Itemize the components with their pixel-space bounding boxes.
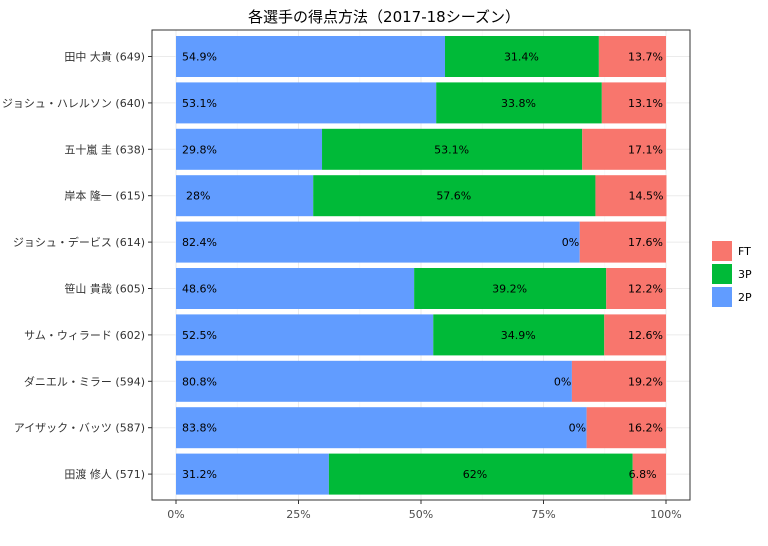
- bar-3p-9: [328, 453, 633, 495]
- data-label-ft-6: 12.6%: [628, 329, 663, 342]
- bar-ft-2: [582, 128, 666, 170]
- bar-ft-7: [571, 360, 666, 402]
- data-label-ft-5: 12.2%: [628, 283, 663, 296]
- bar-3p-3: [313, 175, 596, 217]
- bar-2p-0: [176, 36, 446, 77]
- data-label-2p-2: 29.8%: [182, 143, 217, 156]
- bar-2p-3: [176, 175, 314, 217]
- data-label-ft-7: 19.2%: [628, 375, 663, 388]
- data-label-2p-8: 83.8%: [182, 422, 217, 435]
- bar-ft-0: [598, 36, 666, 77]
- y-tick-label: アイザック・バッツ (587): [14, 422, 145, 435]
- bar-ft-3: [595, 175, 667, 217]
- data-label-3p-5: 39.2%: [492, 283, 527, 296]
- data-label-3p-6: 34.9%: [501, 329, 536, 342]
- data-label-ft-2: 17.1%: [628, 143, 663, 156]
- bar-2p-8: [176, 407, 587, 449]
- bar-2p-5: [176, 268, 415, 309]
- y-tick-label: 笹山 貴哉 (605): [64, 282, 145, 296]
- bar-2p-9: [176, 453, 329, 495]
- bar-ft-8: [586, 407, 666, 449]
- data-label-ft-0: 13.7%: [628, 51, 663, 64]
- data-label-2p-5: 48.6%: [182, 283, 217, 296]
- legend-label-3p: 3P: [738, 268, 752, 281]
- y-tick-label: 田中 大貴 (649): [64, 50, 145, 64]
- bar-ft-6: [604, 314, 666, 356]
- bar-3p-0: [445, 36, 599, 77]
- y-tick-label: ダニエル・ミラー (594): [24, 374, 145, 388]
- data-label-3p-7: 0%: [554, 375, 571, 388]
- legend-label-2p: 2P: [738, 291, 752, 304]
- bar-ft-1: [601, 82, 666, 124]
- bar-3p-2: [322, 128, 583, 170]
- data-label-3p-0: 31.4%: [504, 51, 539, 64]
- y-tick-label: サム・ウィラード (602): [24, 329, 145, 342]
- data-label-ft-4: 17.6%: [628, 236, 663, 249]
- data-label-3p-9: 62%: [463, 468, 487, 481]
- data-label-3p-8: 0%: [569, 422, 586, 435]
- y-tick-label: 五十嵐 圭 (638): [64, 142, 145, 156]
- data-label-ft-8: 16.2%: [628, 422, 663, 435]
- bar-ft-4: [579, 221, 666, 263]
- data-label-2p-0: 54.9%: [182, 51, 217, 64]
- data-label-3p-2: 53.1%: [434, 143, 469, 156]
- bar-3p-1: [436, 82, 602, 124]
- data-label-3p-3: 57.6%: [436, 190, 471, 203]
- bar-2p-4: [176, 221, 580, 263]
- data-label-3p-4: 0%: [562, 236, 579, 249]
- data-label-ft-9: 6.8%: [629, 468, 657, 481]
- y-tick-label: ジョシュ・ハレルソン (640): [2, 97, 145, 110]
- x-tick-label: 100%: [650, 508, 681, 521]
- data-label-2p-6: 52.5%: [182, 329, 217, 342]
- x-tick-label: 75%: [531, 508, 555, 521]
- data-label-2p-9: 31.2%: [182, 468, 217, 481]
- data-label-ft-1: 13.1%: [628, 97, 663, 110]
- x-tick-label: 25%: [286, 508, 310, 521]
- y-tick-label: ジョシュ・デービス (614): [13, 235, 145, 249]
- bar-2p-7: [176, 360, 572, 402]
- bar-3p-6: [433, 314, 605, 356]
- bar-2p-6: [176, 314, 434, 356]
- y-tick-label: 岸本 隆一 (615): [64, 189, 145, 203]
- data-label-3p-1: 33.8%: [501, 97, 536, 110]
- bar-ft-9: [632, 453, 666, 495]
- data-label-2p-1: 53.1%: [182, 97, 217, 110]
- x-tick-label: 0%: [167, 508, 184, 521]
- data-label-2p-4: 82.4%: [182, 236, 217, 249]
- data-label-ft-3: 14.5%: [628, 190, 663, 203]
- bar-3p-5: [414, 268, 607, 309]
- y-tick-label: 田渡 修人 (571): [64, 467, 145, 481]
- legend-key-ft: [712, 241, 732, 261]
- data-label-2p-3: 28%: [186, 190, 210, 203]
- bar-2p-1: [176, 82, 437, 124]
- plot-border: [151, 29, 691, 501]
- data-label-2p-7: 80.8%: [182, 375, 217, 388]
- legend-key-2p: [712, 287, 732, 307]
- bar-2p-2: [176, 128, 323, 170]
- chart-title: 各選手の得点方法（2017-18シーズン）: [248, 8, 520, 26]
- legend-key-3p: [712, 264, 732, 284]
- legend-label-ft: FT: [738, 245, 751, 258]
- x-tick-label: 50%: [409, 508, 433, 521]
- bar-ft-5: [606, 268, 666, 309]
